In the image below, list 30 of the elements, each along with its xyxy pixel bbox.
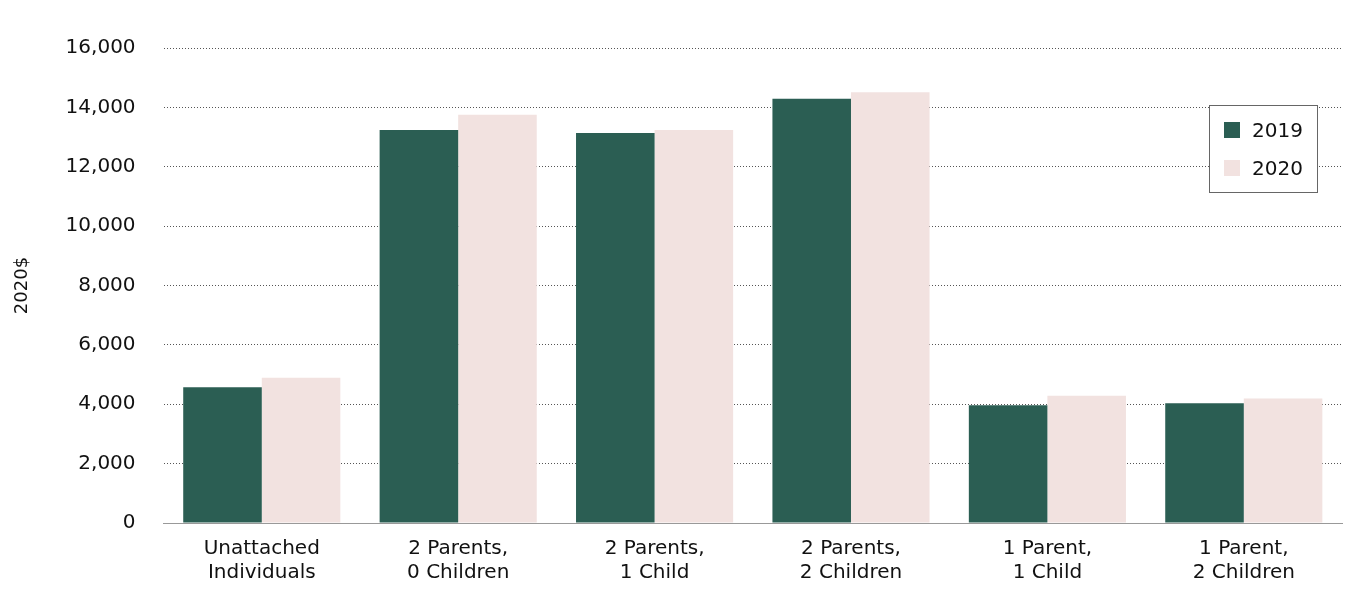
legend-label: 2019 [1252,118,1303,142]
bar [261,377,341,523]
y-tick-label: 12,000 [65,152,136,177]
bar [1243,398,1323,523]
bar [1165,403,1244,523]
bar [576,132,655,523]
x-tick-label: 2 Parents, 0 Children [407,535,510,584]
y-tick-label: 2,000 [78,449,136,474]
x-tick-label: 2 Parents, 1 Child [604,535,705,584]
y-tick-label: 14,000 [65,93,136,118]
y-tick-label: 8,000 [78,271,136,296]
bar [772,98,851,523]
bar [183,387,262,523]
bar [379,129,459,523]
y-tick-label: 10,000 [65,212,136,237]
bar [850,92,930,523]
x-tick-label: Unattached Individuals [203,535,320,584]
x-tick-label: 1 Parent, 2 Children [1192,535,1295,584]
bar [968,405,1048,523]
y-tick-label: 0 [122,509,136,534]
x-tick-label: 2 Parents, 2 Children [799,535,903,584]
x-tick-label: 1 Parent, 1 Child [1002,535,1093,584]
y-tick-label: 4,000 [78,390,136,415]
bar [1047,395,1126,523]
y-tick-label: 6,000 [78,331,136,356]
legend-label: 2020 [1252,156,1303,180]
bar [458,114,537,523]
bar [654,129,734,523]
y-tick-label: 16,000 [65,34,136,59]
y-axis-title: 2020$ [10,256,32,315]
